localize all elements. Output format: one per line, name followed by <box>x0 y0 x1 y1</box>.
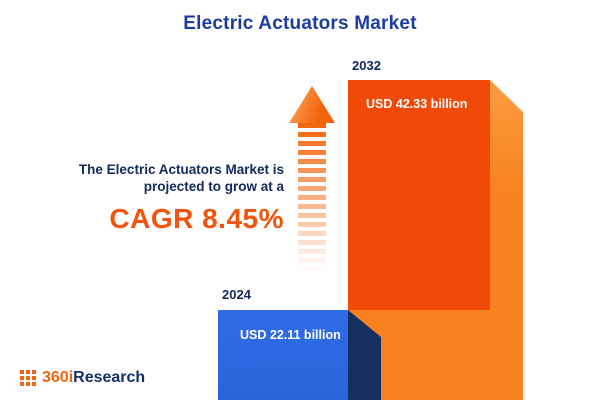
logo-wordmark: 360iResearch <box>42 369 145 387</box>
bar-2032-side-face <box>490 80 523 400</box>
arrow-head-icon <box>289 86 335 123</box>
growth-arrow-icon <box>289 86 335 278</box>
bar-2032-year-label: 2032 <box>352 58 381 73</box>
arrow-shaft-dashes <box>298 123 326 275</box>
annotation-line-2: projected to grow at a <box>143 179 284 194</box>
annotation-line-1: The Electric Actuators Market is <box>78 162 284 177</box>
logo-part-360i: 360i <box>42 369 74 386</box>
logo-grid-icon <box>20 370 36 386</box>
bar-2024-value-label: USD 22.11 billion <box>240 328 341 342</box>
brand-logo: 360iResearch <box>20 369 145 387</box>
chart-title: Electric Actuators Market <box>183 13 417 34</box>
cagr-value: CAGR 8.45% <box>109 203 284 234</box>
logo-part-research: Research <box>73 369 146 386</box>
bar-2032-value-label: USD 42.33 billion <box>366 97 468 111</box>
bar-2024 <box>218 310 348 400</box>
bar-2024-year-label: 2024 <box>222 287 251 302</box>
annotation-block: The Electric Actuators Market is project… <box>18 161 284 235</box>
